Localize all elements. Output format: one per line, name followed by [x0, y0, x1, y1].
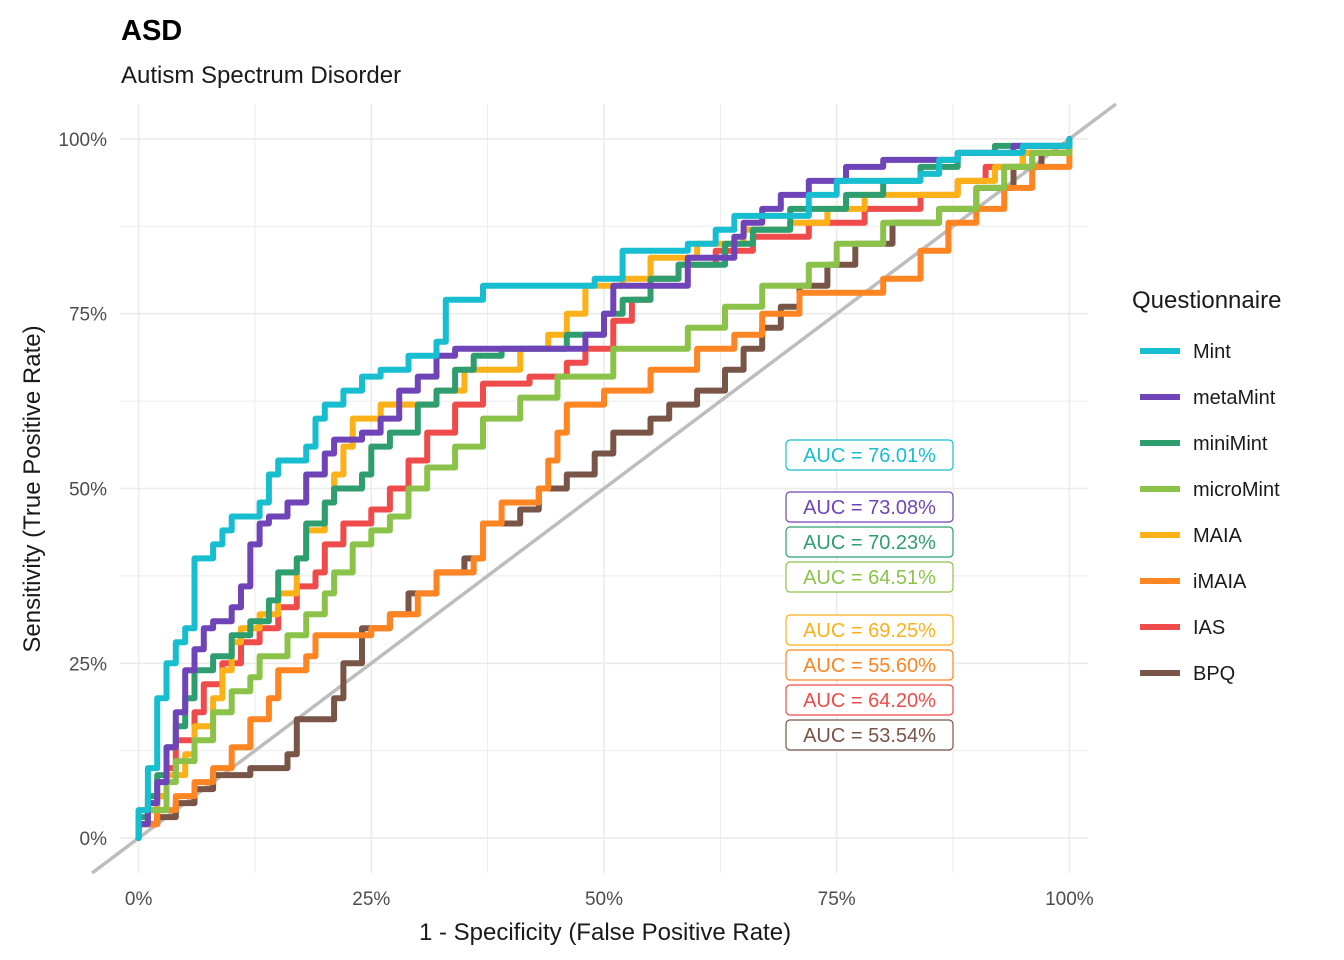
- x-axis-ticks: 0% 25% 50% 75% 100%: [125, 889, 1094, 910]
- auc-label-BPQ: AUC = 53.54%: [803, 725, 936, 747]
- roc-curve-Mint: [135, 136, 1073, 841]
- auc-box-metaMint: [785, 491, 954, 523]
- roc-curve-metaMint: [135, 136, 1073, 841]
- auc-label-IAS: AUC = 64.20%: [803, 690, 936, 712]
- x-tick-label: 50%: [585, 889, 623, 910]
- auc-label-microMint: AUC = 64.51%: [803, 567, 936, 589]
- legend-label-microMint: microMint: [1193, 479, 1280, 501]
- legend: Questionnaire Mint metaMint miniMint microM…: [1132, 287, 1281, 685]
- chart-title: ASD: [121, 15, 182, 47]
- x-tick-label: 25%: [352, 889, 390, 910]
- roc-curve-microMint: [135, 136, 1073, 841]
- auc-box-Mint: [785, 439, 954, 471]
- y-axis-title: Sensitivity (True Positive Rate): [19, 325, 46, 652]
- legend-label-metaMint: metaMint: [1193, 387, 1276, 409]
- auc-box-miniMint: [785, 526, 954, 558]
- roc-curve-iMAIA: [135, 136, 1073, 841]
- roc-curve-BPQ: [135, 136, 1073, 841]
- legend-label-MAIA: MAIA: [1193, 525, 1243, 547]
- auc-box-microMint: [785, 561, 954, 593]
- y-tick-label: 75%: [69, 305, 107, 326]
- roc-curve-MAIA: [135, 136, 1073, 841]
- roc-curve-miniMint: [135, 136, 1073, 841]
- legend-title: Questionnaire: [1132, 287, 1281, 314]
- diagonal-reference-line: [91, 102, 1117, 875]
- y-tick-label: 25%: [69, 654, 107, 675]
- auc-labels: AUC = 76.01% AUC = 73.08% AUC = 70.23% AUC …: [785, 439, 954, 751]
- auc-label-iMAIA: AUC = 55.60%: [803, 655, 936, 677]
- y-tick-label: 50%: [69, 480, 107, 501]
- legend-label-IAS: IAS: [1193, 617, 1225, 639]
- roc-curves: [135, 136, 1073, 841]
- auc-box-BPQ: [785, 719, 954, 751]
- auc-label-metaMint: AUC = 73.08%: [803, 497, 936, 519]
- auc-box-IAS: [785, 684, 954, 716]
- legend-label-BPQ: BPQ: [1193, 663, 1235, 685]
- x-tick-label: 0%: [125, 889, 153, 910]
- legend-label-iMAIA: iMAIA: [1193, 571, 1247, 593]
- x-tick-label: 75%: [818, 889, 856, 910]
- x-tick-label: 100%: [1045, 889, 1094, 910]
- y-tick-label: 0%: [80, 829, 108, 850]
- x-axis-title: 1 - Specificity (False Positive Rate): [419, 919, 791, 946]
- auc-box-iMAIA: [785, 649, 954, 681]
- chart-subtitle: Autism Spectrum Disorder: [121, 62, 401, 89]
- diagonal-line: [91, 102, 1117, 875]
- legend-label-miniMint: miniMint: [1193, 433, 1268, 455]
- auc-label-miniMint: AUC = 70.23%: [803, 532, 936, 554]
- y-axis-ticks: 0% 25% 50% 75% 100%: [58, 130, 107, 850]
- auc-box-MAIA: [785, 614, 954, 646]
- legend-label-Mint: Mint: [1193, 341, 1231, 363]
- y-tick-label: 100%: [58, 130, 107, 151]
- auc-label-MAIA: AUC = 69.25%: [803, 620, 936, 642]
- auc-label-Mint: AUC = 76.01%: [803, 445, 936, 467]
